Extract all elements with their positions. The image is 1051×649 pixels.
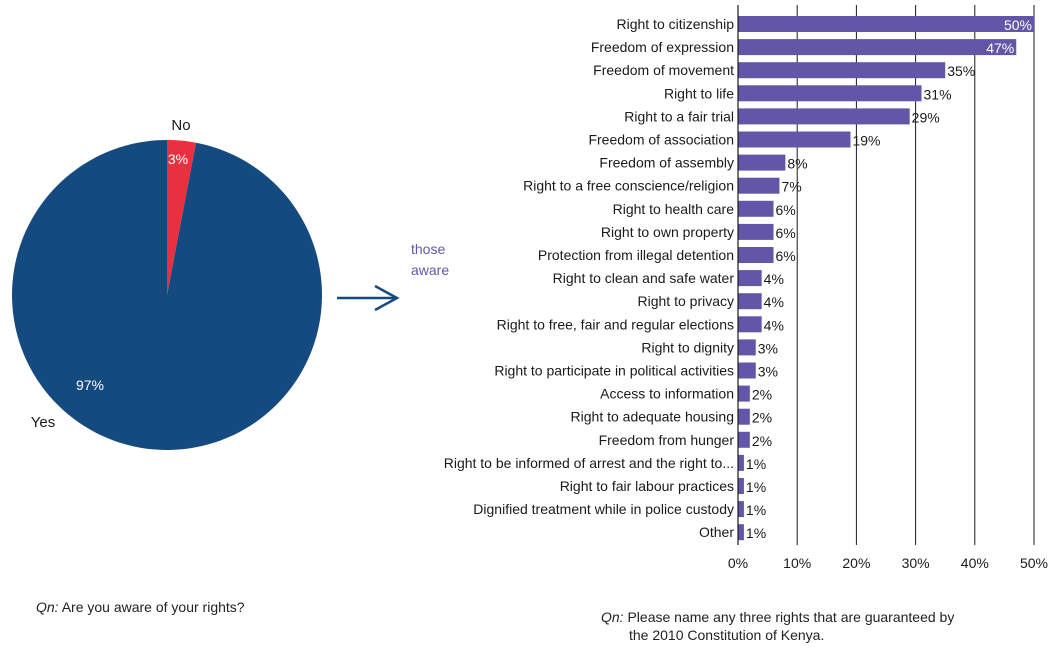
bar-5: [738, 108, 910, 125]
category-label-18: Right to adequate housing: [571, 409, 734, 425]
bar-7: [738, 154, 786, 171]
value-label-21: 1%: [746, 479, 766, 495]
pie-slice-no: [167, 140, 197, 295]
bar-question-line-1: Please name any three rights that are gu…: [627, 609, 955, 625]
bar-question-line-2: the 2010 Constitution of Kenya.: [629, 627, 825, 643]
arrow-head: [374, 284, 400, 312]
bar-23: [738, 524, 744, 541]
value-label-10: 6%: [776, 225, 796, 241]
awareness-pie-chart: 3% No 97% Yes: [11, 117, 322, 451]
annotation-line-2: aware: [411, 262, 449, 278]
value-label-17: 2%: [752, 387, 772, 403]
value-label-9: 6%: [776, 202, 796, 218]
value-label-11: 6%: [776, 248, 796, 264]
pie-slice-no-label: No: [171, 117, 190, 134]
bar-11: [738, 247, 774, 263]
bar-question-prefix: Qn:: [601, 609, 624, 625]
bar-8: [738, 177, 780, 194]
value-label-14: 4%: [764, 317, 784, 333]
bar-question-text: Qn: Please name any three rights that ar…: [601, 608, 1021, 644]
value-label-3: 35%: [947, 63, 975, 79]
value-label-5: 29%: [912, 109, 940, 125]
bar-13: [738, 293, 762, 310]
category-label-8: Right to a free conscience/religion: [523, 178, 734, 194]
bar-9: [738, 200, 774, 217]
bar-18: [738, 408, 750, 425]
bar-14: [738, 316, 762, 333]
bar-22: [738, 501, 744, 518]
value-label-19: 2%: [752, 433, 772, 449]
x-tick-label-30: 30%: [902, 555, 930, 571]
x-tick-label-50: 50%: [1020, 555, 1048, 571]
category-label-17: Access to information: [600, 386, 734, 402]
category-label-13: Right to privacy: [638, 293, 734, 309]
pie-slice-yes-label: Yes: [31, 414, 55, 431]
category-label-4: Right to life: [664, 85, 734, 101]
rights-bar-chart: Right to citizenship 50% Freedom of expres…: [444, 5, 1048, 571]
value-label-23: 1%: [746, 525, 766, 541]
category-label-6: Freedom of association: [588, 132, 734, 148]
category-label-22: Dignified treatment while in police cust…: [473, 501, 734, 517]
bar-2: [738, 39, 1017, 56]
category-label-5: Right to a fair trial: [624, 108, 734, 124]
category-label-21: Right to fair labour practices: [560, 478, 734, 494]
bar-1: [738, 16, 1034, 32]
category-label-3: Freedom of movement: [593, 62, 734, 78]
value-label-1: 50%: [1004, 17, 1032, 33]
pie-slice-no-percent: 3%: [168, 151, 188, 167]
value-label-20: 1%: [746, 456, 766, 472]
category-label-19: Freedom from hunger: [599, 432, 735, 448]
category-label-12: Right to clean and safe water: [553, 270, 735, 286]
category-label-9: Right to health care: [613, 201, 735, 217]
category-label-14: Right to free, fair and regular election…: [497, 316, 734, 332]
value-label-13: 4%: [764, 294, 784, 310]
bar-15: [738, 339, 756, 356]
category-label-2: Freedom of expression: [591, 39, 734, 55]
bar-20: [738, 454, 744, 471]
category-label-1: Right to citizenship: [616, 16, 734, 32]
pie-question-prefix: Qn:: [36, 599, 59, 615]
bar-4: [738, 85, 922, 102]
value-label-8: 7%: [781, 179, 801, 195]
bar-12: [738, 270, 762, 287]
pie-question-text: Qn: Are you aware of your rights?: [36, 598, 245, 616]
value-label-2: 47%: [986, 40, 1014, 56]
category-label-11: Protection from illegal detention: [538, 247, 734, 263]
annotation-line-1: those: [411, 241, 445, 257]
bar-17: [738, 385, 750, 402]
x-tick-label-40: 40%: [961, 555, 989, 571]
bar-21: [738, 478, 744, 494]
x-tick-label-0: 0%: [728, 555, 748, 571]
bar-3: [738, 62, 946, 79]
pie-question: Are you aware of your rights?: [61, 599, 245, 615]
x-tick-label-20: 20%: [842, 555, 870, 571]
bar-6: [738, 131, 851, 148]
those-aware-annotation: those aware: [411, 241, 449, 278]
value-label-22: 1%: [746, 502, 766, 518]
category-label-10: Right to own property: [601, 224, 734, 240]
pie-slice-yes: [11, 140, 322, 451]
category-label-7: Freedom of assembly: [599, 155, 734, 171]
category-label-15: Right to dignity: [641, 339, 734, 355]
category-label-20: Right to be informed of arrest and the r…: [444, 455, 734, 471]
bar-10: [738, 223, 774, 240]
value-label-6: 19%: [852, 133, 880, 149]
value-label-18: 2%: [752, 410, 772, 426]
value-label-16: 3%: [758, 364, 778, 380]
category-label-16: Right to participate in political activi…: [494, 363, 734, 379]
bar-19: [738, 431, 750, 448]
x-tick-label-10: 10%: [783, 555, 811, 571]
value-label-15: 3%: [758, 340, 778, 356]
value-label-4: 31%: [924, 86, 952, 102]
category-label-23: Other: [699, 524, 734, 540]
arrow-icon: [337, 284, 400, 312]
value-label-7: 8%: [787, 156, 807, 172]
value-label-12: 4%: [764, 271, 784, 287]
bar-16: [738, 362, 756, 379]
pie-slice-yes-percent: 97%: [76, 377, 104, 393]
